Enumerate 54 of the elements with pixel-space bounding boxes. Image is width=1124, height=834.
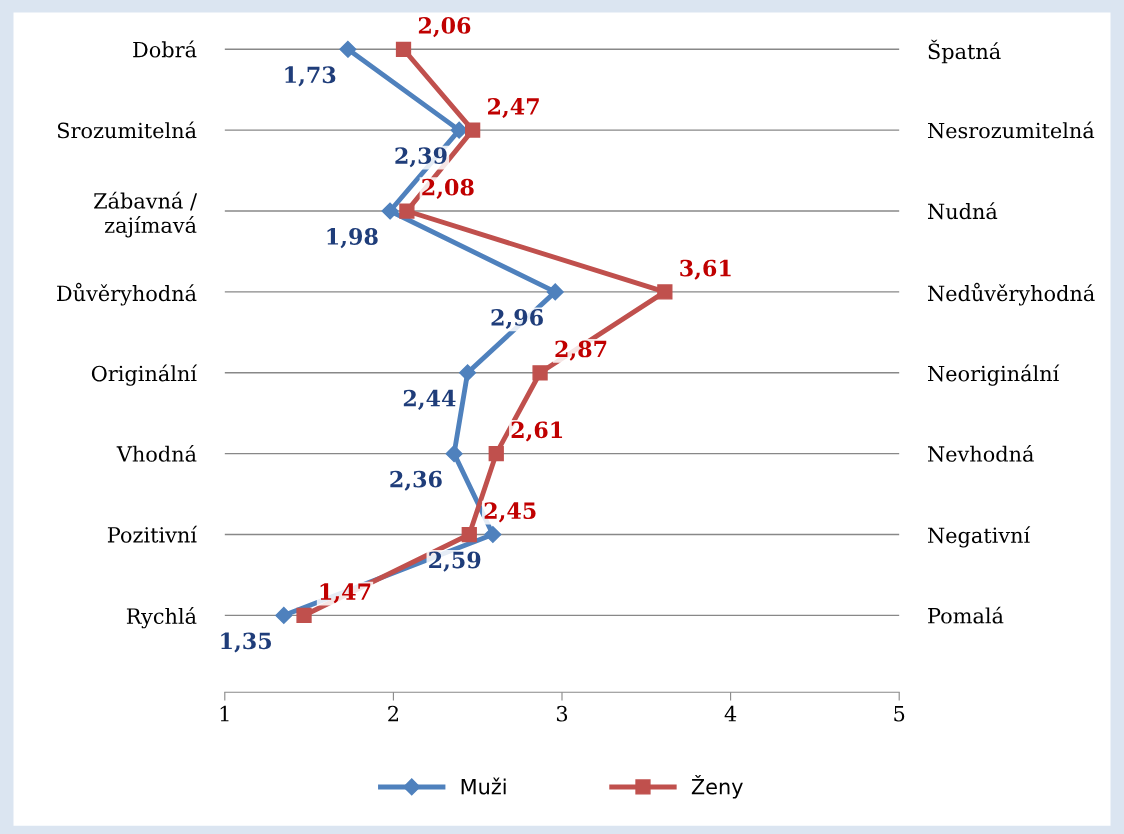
data-label: 1,35 bbox=[221, 632, 272, 653]
y-tick-label: Pozitivní bbox=[107, 525, 198, 543]
point bbox=[445, 445, 463, 463]
data-label: 2,61 bbox=[511, 421, 563, 442]
data-label: 3,61 bbox=[680, 259, 731, 280]
data-label: 1,73 bbox=[285, 66, 336, 87]
point bbox=[488, 446, 504, 462]
data-label: 1,47 bbox=[320, 583, 371, 604]
y-tick-label: Zábavná / zajímavá bbox=[94, 191, 198, 238]
legend-label: Ženy bbox=[691, 774, 743, 799]
point bbox=[546, 283, 564, 301]
data-label: 2,87 bbox=[555, 340, 607, 361]
point bbox=[484, 525, 502, 544]
y-tick-label: Originální bbox=[91, 364, 198, 386]
legend-label: Muži bbox=[461, 777, 506, 795]
x-tick-label: 4 bbox=[724, 705, 737, 722]
y2-tick-label: Negativní bbox=[928, 526, 1031, 548]
x-tick-label: 1 bbox=[220, 705, 229, 722]
point bbox=[532, 365, 548, 381]
y2-tick-label: Nudná bbox=[928, 202, 998, 220]
data-label: 1,98 bbox=[327, 228, 378, 249]
data-label: 2,44 bbox=[403, 389, 456, 410]
data-label: 2,39 bbox=[395, 147, 447, 168]
x-tick-label: 5 bbox=[894, 706, 905, 722]
x-tick-label: 2 bbox=[388, 705, 398, 722]
data-label: 2,47 bbox=[488, 97, 539, 119]
y2-tick-label: Pomalá bbox=[928, 606, 1004, 624]
point bbox=[657, 284, 673, 300]
y2-tick-label: Neoriginální bbox=[928, 364, 1060, 386]
data-label: 2,59 bbox=[429, 551, 481, 572]
y2-tick-label: Nesrozumitelná bbox=[928, 121, 1095, 139]
data-label: 2,08 bbox=[422, 178, 474, 199]
y-tick-label: Srozumitelná bbox=[57, 121, 197, 139]
point bbox=[381, 202, 399, 220]
point bbox=[461, 526, 477, 543]
y-tick-label: Důvěryhodná bbox=[57, 282, 197, 306]
data-label: 2,06 bbox=[418, 17, 471, 38]
y-tick-label: Dobrá bbox=[133, 40, 197, 58]
point bbox=[275, 606, 293, 624]
data-label: 2,96 bbox=[491, 308, 543, 330]
point bbox=[459, 364, 477, 382]
data-label: 2,36 bbox=[390, 470, 442, 491]
point bbox=[296, 607, 312, 624]
point bbox=[465, 122, 481, 138]
y-tick-label: Vhodná bbox=[116, 444, 197, 462]
point bbox=[399, 203, 415, 219]
y-tick-label: Rychlá bbox=[126, 607, 197, 629]
point bbox=[339, 40, 357, 58]
x-tick-label: 3 bbox=[556, 705, 568, 722]
point bbox=[395, 41, 412, 57]
data-label: 2,45 bbox=[484, 502, 536, 523]
y2-tick-label: Nevhodná bbox=[928, 444, 1034, 462]
y2-tick-label: Nedůvěryhodná bbox=[928, 282, 1095, 306]
y2-tick-label: Špatná bbox=[928, 39, 1001, 64]
